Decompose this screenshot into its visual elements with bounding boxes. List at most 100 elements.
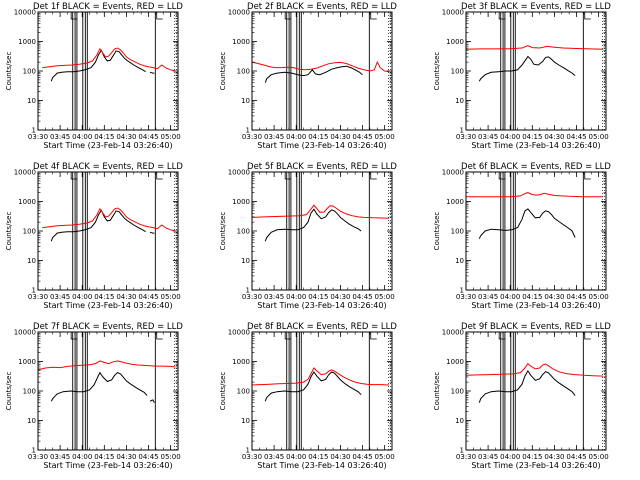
plot-frame <box>37 171 179 291</box>
x-tick-label: 04:15 <box>94 133 114 141</box>
x-tick-label: 05:00 <box>375 133 395 141</box>
lld-series-line <box>465 362 604 377</box>
x-tick-label: 04:30 <box>544 453 564 461</box>
panel-det-5: 1 10 100 1000 10000 03:30 03:45 04:00 04:15 04:30… <box>219 162 397 310</box>
y-axis-label: Counts/sec <box>219 372 227 411</box>
events-series-line <box>264 371 362 402</box>
corner-mark <box>70 332 78 340</box>
y-tick-label: 10 <box>27 257 36 265</box>
y-tick-label: 10000 <box>228 169 250 177</box>
x-tick-label: 03:30 <box>28 453 48 461</box>
y-tick-label: 10000 <box>228 329 250 337</box>
x-axis-label: Start Time (23-Feb-14 03:26:40) <box>257 301 386 310</box>
x-tick-label: 04:45 <box>138 293 158 301</box>
x-tick-label: 03:45 <box>478 453 498 461</box>
x-tick-label: 03:30 <box>456 293 476 301</box>
x-tick-label: 03:45 <box>50 293 70 301</box>
x-tick-label: 04:00 <box>500 133 520 141</box>
events-series-line <box>264 208 362 242</box>
panel-title: Det 2f BLACK = Events, RED = LLD <box>247 2 397 12</box>
x-tick-label: 03:30 <box>242 293 262 301</box>
y-tick-label: 10 <box>455 417 464 425</box>
y-tick-label: 1 <box>246 447 250 455</box>
panel-det-7: 1 10 100 1000 10000 03:30 03:45 04:00 04:15 04:30… <box>5 322 183 470</box>
x-tick-label: 04:00 <box>286 133 306 141</box>
y-axis-label: Counts/sec <box>433 372 441 411</box>
x-tick-label: 05:00 <box>161 453 181 461</box>
x-tick-label: 04:45 <box>138 453 158 461</box>
y-tick-label: 1000 <box>446 198 464 206</box>
lld-series-line <box>42 47 176 72</box>
y-tick-label: 10000 <box>228 9 250 17</box>
corner-mark <box>370 332 377 340</box>
y-tick-label: 10000 <box>14 169 36 177</box>
x-axis-label: Start Time (23-Feb-14 03:26:40) <box>471 301 600 310</box>
lld-series-line <box>466 192 604 198</box>
corner-mark <box>156 172 163 180</box>
lld-series-line <box>42 207 176 232</box>
x-tick-label: 04:15 <box>522 293 542 301</box>
y-axis-label: Counts/sec <box>5 372 13 411</box>
panel-title: Det 6f BLACK = Events, RED = LLD <box>461 162 611 172</box>
x-axis-label: Start Time (23-Feb-14 03:26:40) <box>43 141 172 150</box>
y-tick-label: 10000 <box>442 329 464 337</box>
y-tick-label: 10000 <box>442 169 464 177</box>
panel-det-6: 1 10 100 1000 10000 03:30 03:45 04:00 04:15 04:30… <box>433 162 611 310</box>
x-tick-label: 04:30 <box>330 453 350 461</box>
x-tick-label: 05:00 <box>161 293 181 301</box>
y-tick-label: 1000 <box>232 38 250 46</box>
x-tick-label: 03:30 <box>456 133 476 141</box>
y-tick-label: 1 <box>460 447 464 455</box>
y-tick-label: 1 <box>32 127 36 135</box>
lld-series-line <box>37 360 176 371</box>
y-tick-label: 10 <box>27 97 36 105</box>
x-tick-label: 05:00 <box>589 293 609 301</box>
x-tick-label: 04:45 <box>352 293 372 301</box>
y-tick-label: 1000 <box>18 358 36 366</box>
x-axis-label: Start Time (23-Feb-14 03:26:40) <box>43 461 172 470</box>
corner-mark <box>284 332 292 340</box>
y-tick-label: 1000 <box>232 198 250 206</box>
y-tick-label: 10 <box>241 417 250 425</box>
x-tick-label: 04:45 <box>566 133 586 141</box>
corner-mark <box>584 172 591 180</box>
y-tick-label: 1000 <box>232 358 250 366</box>
y-tick-label: 100 <box>451 68 464 76</box>
events-series-line <box>478 55 576 82</box>
x-tick-label: 03:45 <box>50 133 70 141</box>
y-tick-label: 10 <box>455 97 464 105</box>
corner-mark <box>284 12 292 20</box>
x-tick-label: 04:30 <box>544 293 564 301</box>
y-axis-label: Counts/sec <box>433 52 441 91</box>
y-tick-label: 10000 <box>442 9 464 17</box>
panel-det-3: 1 10 100 1000 10000 03:30 03:45 04:00 04:15 04:30… <box>433 2 611 150</box>
x-tick-label: 03:30 <box>242 453 262 461</box>
x-tick-label: 03:30 <box>28 293 48 301</box>
y-tick-label: 1 <box>246 287 250 295</box>
panel-title: Det 4f BLACK = Events, RED = LLD <box>33 162 183 172</box>
panel-det-8: 1 10 100 1000 10000 03:30 03:45 04:00 04:15 04:30… <box>219 322 397 470</box>
x-tick-label: 03:30 <box>456 453 476 461</box>
x-tick-label: 04:15 <box>308 133 328 141</box>
corner-mark <box>498 12 506 20</box>
x-tick-label: 04:00 <box>72 453 92 461</box>
x-tick-label: 04:15 <box>522 453 542 461</box>
corner-mark <box>284 172 292 180</box>
y-tick-label: 1 <box>246 127 250 135</box>
plot-frame <box>37 11 179 131</box>
events-series-line <box>50 49 146 82</box>
x-tick-label: 03:45 <box>478 293 498 301</box>
x-tick-label: 04:45 <box>566 293 586 301</box>
y-tick-label: 100 <box>23 68 36 76</box>
y-tick-label: 10 <box>27 417 36 425</box>
panel-det-9: 1 10 100 1000 10000 03:30 03:45 04:00 04:15 04:30… <box>433 322 611 470</box>
events-series-line <box>478 369 576 403</box>
corner-mark <box>584 332 591 340</box>
lld-series-line <box>251 60 390 73</box>
x-tick-label: 04:00 <box>500 293 520 301</box>
panel-title: Det 5f BLACK = Events, RED = LLD <box>247 162 397 172</box>
x-tick-label: 04:15 <box>94 453 114 461</box>
x-tick-label: 05:00 <box>589 453 609 461</box>
x-tick-label: 04:00 <box>72 133 92 141</box>
panel-det-2: 1 10 100 1000 10000 03:30 03:45 04:00 04:15 04:30… <box>219 2 397 150</box>
